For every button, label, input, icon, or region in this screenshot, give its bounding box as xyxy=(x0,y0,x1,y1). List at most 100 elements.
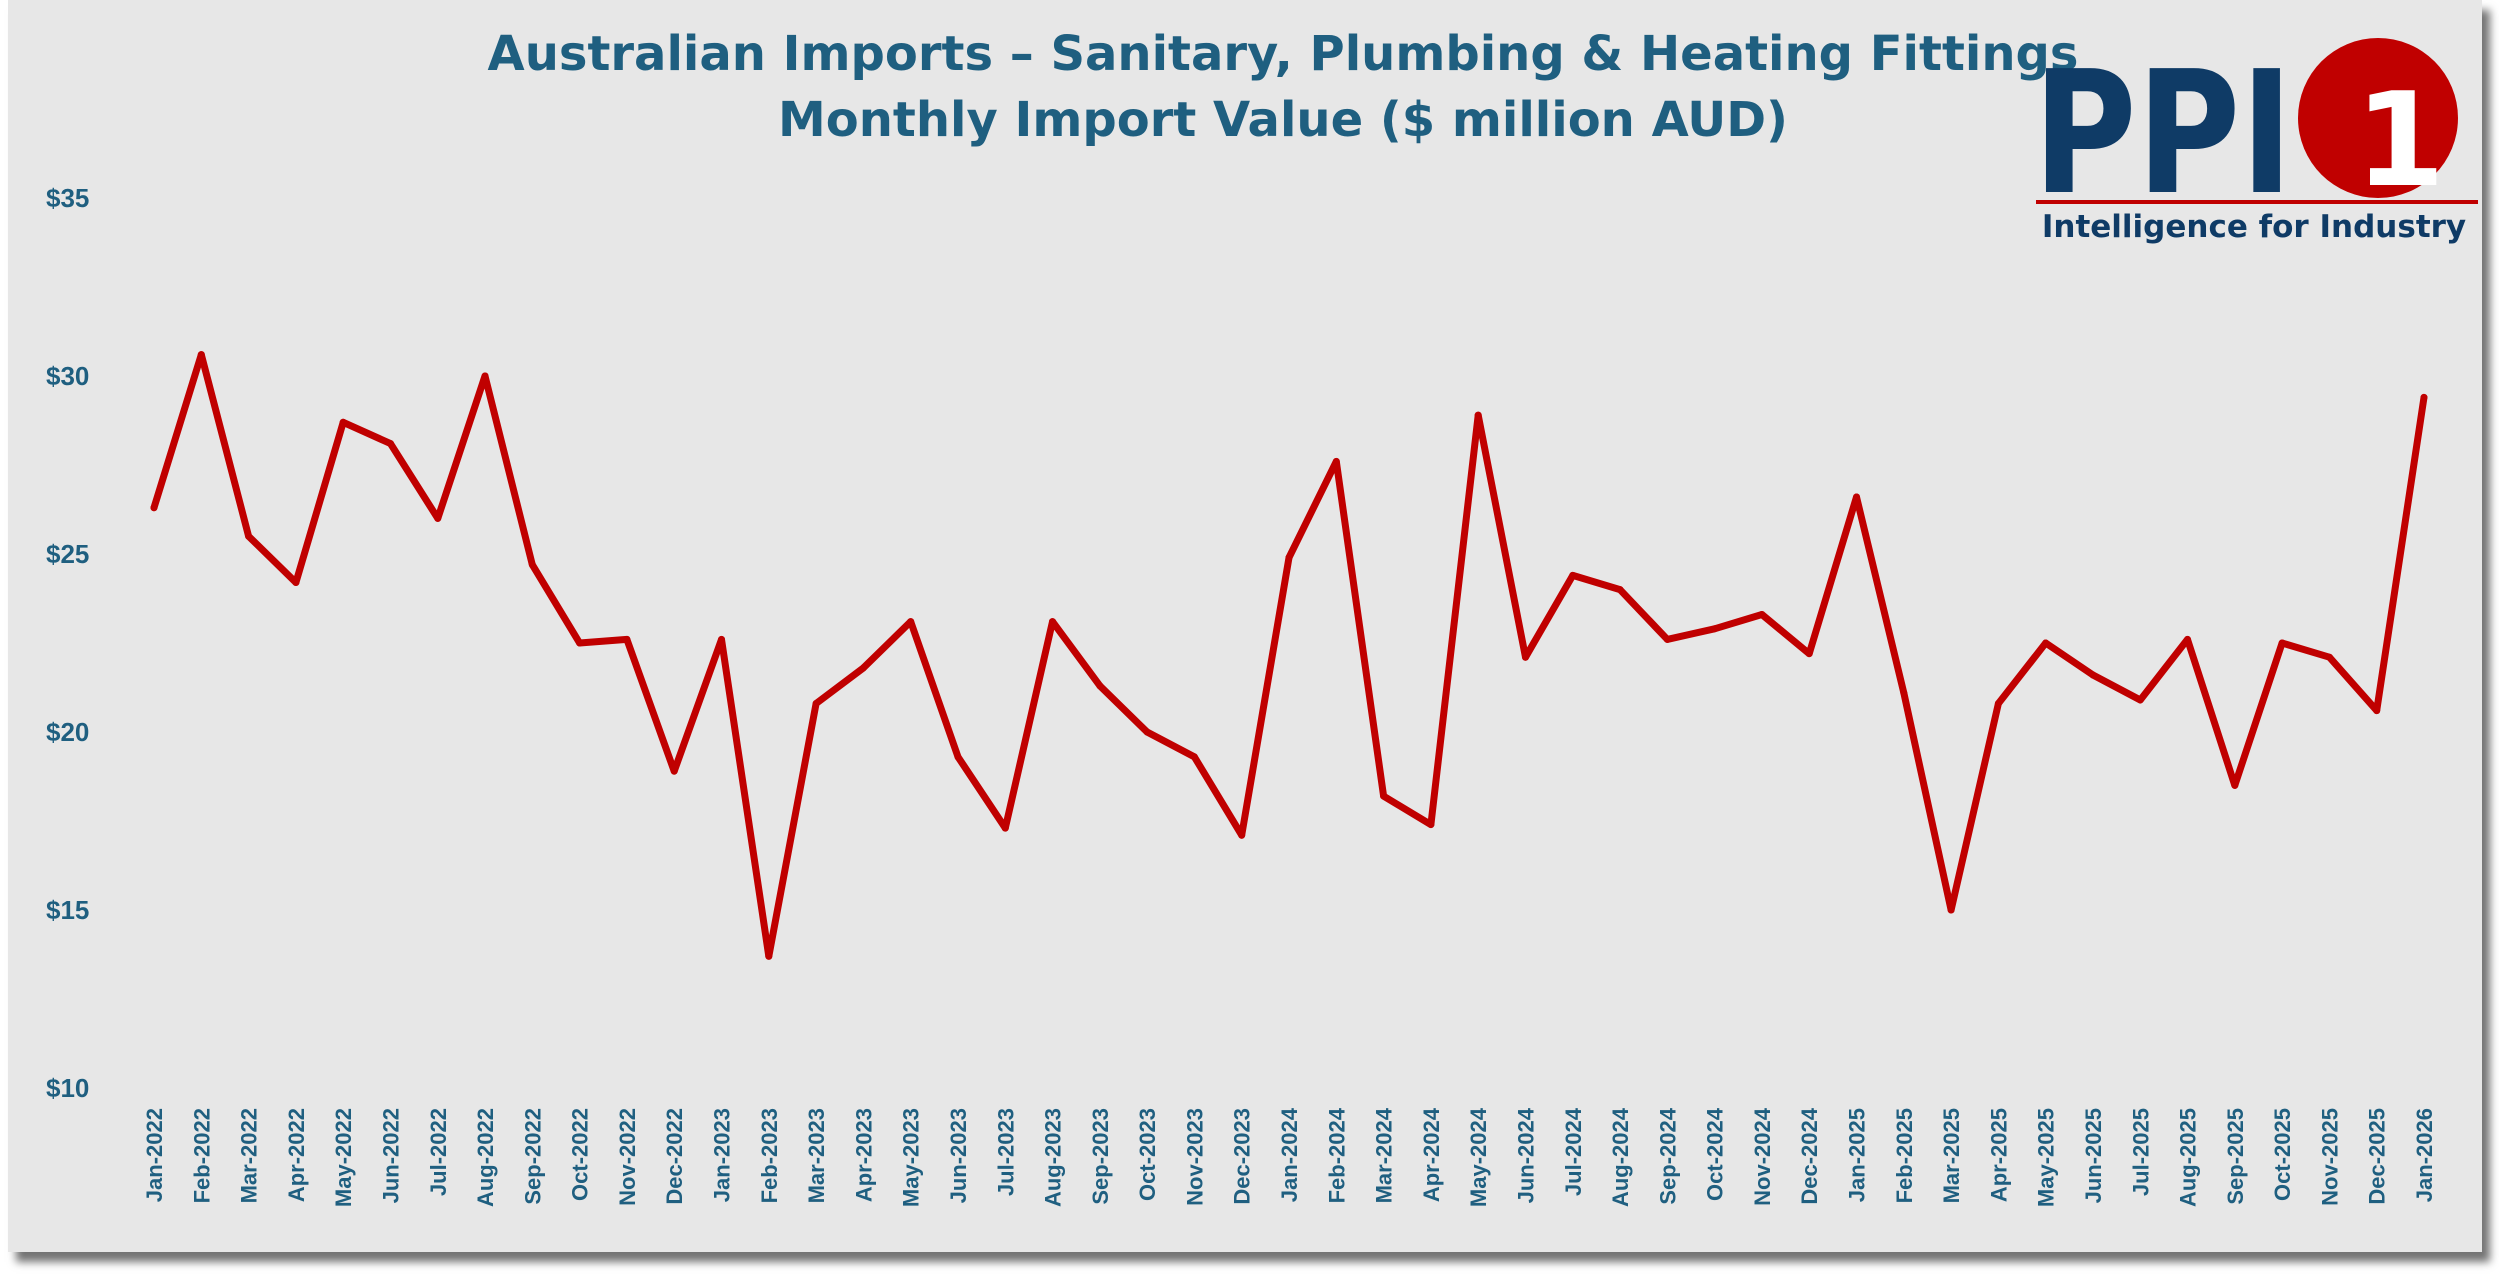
y-tick-label: $20 xyxy=(46,717,89,747)
series-layer xyxy=(150,351,2428,960)
data-point xyxy=(1711,625,1719,633)
data-point xyxy=(481,372,489,380)
x-tick-label: Apr-2024 xyxy=(1419,1107,1444,1202)
data-point xyxy=(2373,707,2381,715)
x-tick-label: May-2024 xyxy=(1466,1107,1491,1207)
x-tick-label: Sep-2022 xyxy=(520,1108,545,1205)
y-tick-label: $25 xyxy=(46,539,89,569)
x-tick-label: May-2023 xyxy=(899,1108,924,1207)
x-tick-label: Oct-2024 xyxy=(1703,1107,1728,1201)
data-point xyxy=(1663,635,1671,643)
data-point xyxy=(1049,618,1057,626)
x-tick-label: Aug-2025 xyxy=(2176,1108,2201,1207)
x-tick-label: Oct-2023 xyxy=(1135,1108,1160,1201)
x-tick-label: Jan-2025 xyxy=(1845,1108,1870,1202)
x-tick-label: Apr-2022 xyxy=(284,1108,309,1202)
data-point xyxy=(859,664,867,672)
y-axis: $10 $15 $20 $25 $30 $35 xyxy=(46,183,89,1103)
data-point xyxy=(1758,611,1766,619)
data-point xyxy=(292,578,300,586)
series-line xyxy=(150,351,2428,960)
data-point xyxy=(1853,493,1860,501)
x-tick-label: Aug-2024 xyxy=(1608,1107,1633,1207)
data-point xyxy=(1474,411,1482,419)
x-tick-label: Jan-2024 xyxy=(1277,1107,1302,1202)
data-point xyxy=(954,753,962,761)
x-tick-label: Aug-2023 xyxy=(1041,1108,1066,1207)
data-point xyxy=(197,351,205,359)
data-point xyxy=(1900,689,1908,697)
x-tick-label: Feb-2023 xyxy=(757,1108,782,1203)
data-point xyxy=(1427,821,1435,829)
x-tick-label: Mar-2024 xyxy=(1372,1107,1397,1203)
data-point xyxy=(1616,586,1624,594)
data-point xyxy=(623,635,631,643)
data-point xyxy=(2089,671,2097,679)
ppi1-logo: PPI 1 Intelligence for Industry xyxy=(2033,35,2478,245)
x-tick-label: Jul-2024 xyxy=(1561,1107,1586,1196)
data-point xyxy=(1569,571,1577,579)
x-tick-label: May-2025 xyxy=(2034,1108,2059,1207)
x-tick-label: Nov-2023 xyxy=(1182,1108,1207,1206)
x-tick-label: Jan-2023 xyxy=(710,1108,735,1202)
x-tick-label: Jan-2026 xyxy=(2412,1108,2437,1202)
x-tick-label: Jul-2023 xyxy=(993,1108,1018,1196)
x-tick-label: Feb-2025 xyxy=(1892,1108,1917,1203)
data-point xyxy=(2325,653,2333,661)
x-tick-label: Jun-2022 xyxy=(378,1108,403,1203)
x-tick-label: Oct-2025 xyxy=(2270,1108,2295,1201)
data-point xyxy=(2278,639,2286,647)
y-tick-label: $30 xyxy=(46,361,89,391)
x-tick-label: Jan-2022 xyxy=(142,1108,167,1202)
y-tick-label: $10 xyxy=(46,1073,89,1103)
data-point xyxy=(1190,753,1198,761)
x-tick-label: Sep-2025 xyxy=(2223,1108,2248,1205)
x-tick-label: Sep-2024 xyxy=(1655,1107,1680,1204)
line-chart: Australian Imports – Sanitary, Plumbing … xyxy=(46,26,2478,1207)
x-tick-label: May-2022 xyxy=(331,1108,356,1207)
x-axis: Jan-2022 Feb-2022 Mar-2022 Apr-2022 May-2022… xyxy=(142,1107,2437,1207)
data-point xyxy=(1947,906,1955,914)
x-tick-label: Jun-2025 xyxy=(2081,1108,2106,1203)
data-point xyxy=(670,767,678,775)
data-point xyxy=(765,952,773,960)
chart-area: Australian Imports – Sanitary, Plumbing … xyxy=(8,0,2482,1252)
data-point xyxy=(1994,700,2002,708)
x-tick-label: Apr-2025 xyxy=(1986,1108,2011,1202)
x-tick-label: Dec-2023 xyxy=(1230,1108,1255,1205)
x-tick-label: Feb-2022 xyxy=(189,1108,214,1203)
data-point xyxy=(386,440,394,448)
x-tick-label: Nov-2022 xyxy=(615,1108,640,1206)
x-tick-label: Jun-2023 xyxy=(946,1108,971,1203)
y-tick-label: $35 xyxy=(46,183,89,213)
data-point xyxy=(339,418,347,426)
data-point xyxy=(2042,639,2050,647)
logo-digit: 1 xyxy=(2355,64,2445,216)
data-point xyxy=(907,618,915,626)
x-tick-label: Nov-2024 xyxy=(1750,1107,1775,1206)
data-point xyxy=(2184,635,2192,643)
data-point xyxy=(1285,554,1293,562)
data-point xyxy=(718,635,725,643)
data-point xyxy=(1805,650,1813,658)
data-point xyxy=(2231,781,2239,789)
x-tick-label: Oct-2022 xyxy=(568,1108,593,1201)
chart-title: Australian Imports – Sanitary, Plumbing … xyxy=(488,26,2079,82)
x-tick-label: Dec-2022 xyxy=(662,1108,687,1205)
x-tick-label: Nov-2025 xyxy=(2317,1108,2342,1206)
data-point xyxy=(1332,457,1340,465)
chart-subtitle: Monthly Import Value ($ million AUD) xyxy=(778,92,1788,148)
x-tick-label: Mar-2022 xyxy=(237,1108,262,1203)
x-tick-label: Jul-2022 xyxy=(426,1108,451,1196)
x-tick-label: Feb-2024 xyxy=(1324,1107,1349,1203)
x-tick-label: Mar-2025 xyxy=(1939,1108,1964,1203)
data-point xyxy=(434,514,442,522)
x-tick-label: Aug-2022 xyxy=(473,1108,498,1207)
logo-underline xyxy=(2036,200,2478,204)
data-point xyxy=(576,639,584,647)
data-point xyxy=(1096,682,1104,690)
data-point xyxy=(150,504,158,512)
y-tick-label: $15 xyxy=(46,895,89,925)
data-point xyxy=(1143,728,1151,736)
data-point xyxy=(245,532,253,540)
